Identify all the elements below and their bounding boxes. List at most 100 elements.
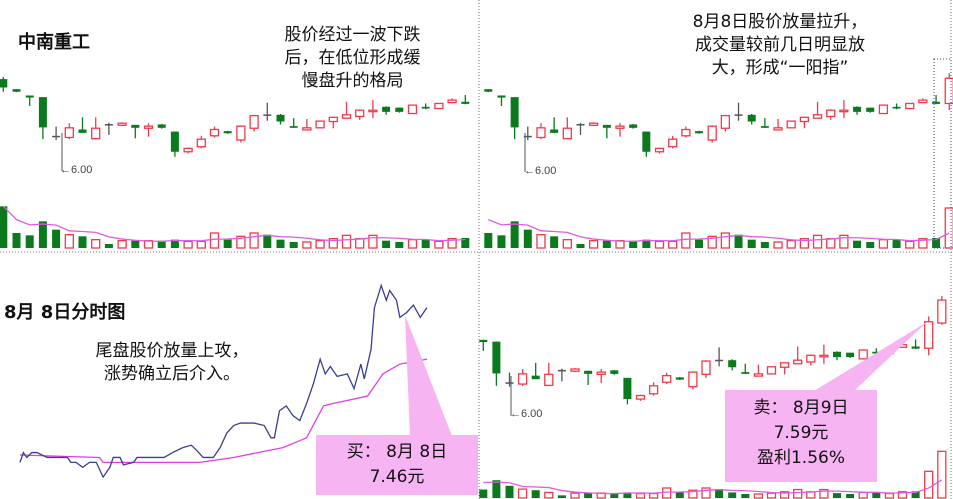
volume-bar-up xyxy=(517,488,528,499)
volume-bar-up xyxy=(570,492,580,499)
candle-body-up xyxy=(407,104,418,115)
volume-bar-up xyxy=(688,489,698,499)
candle-body-up xyxy=(447,99,457,104)
candle-body-down xyxy=(833,351,841,358)
volume-bar-down xyxy=(675,492,684,498)
volume-bar-up xyxy=(328,238,338,249)
volume-bar-down xyxy=(531,490,540,498)
top-right-candles xyxy=(484,73,953,249)
candle-body-up xyxy=(117,122,127,126)
annotation-line: 尾盘股价放量上攻， xyxy=(95,341,249,361)
candle-body-flat xyxy=(505,382,514,384)
candle-body-up xyxy=(878,104,889,115)
volume-bar-down xyxy=(523,229,532,248)
candle-body-down xyxy=(866,107,875,112)
volume-bar-up xyxy=(589,240,599,249)
volume-bar-down xyxy=(25,235,34,248)
volume-bar-up xyxy=(64,234,74,249)
candle-body-up xyxy=(812,114,823,119)
bottom-left-annotation: 尾盘股价放量上攻， 涨势确立后介入。 xyxy=(72,340,272,386)
candle-body-down xyxy=(131,124,140,128)
candle-body-up xyxy=(905,102,915,110)
volume-bar-up xyxy=(918,238,928,249)
low-price-value: 6.00 xyxy=(521,408,543,420)
candle-body-up xyxy=(236,125,246,141)
candle-body-down xyxy=(892,106,901,109)
candle-body-down xyxy=(872,351,881,354)
candle-body-down xyxy=(584,370,593,374)
volume-bar-up xyxy=(654,240,665,249)
candle-body-up xyxy=(315,120,325,129)
volume-bar-down xyxy=(78,236,87,248)
candle-body-down xyxy=(550,129,559,133)
candle-body-up xyxy=(570,368,580,372)
low-markers xyxy=(61,133,526,416)
volume-bar-up xyxy=(766,492,777,499)
candle-body-down xyxy=(78,129,87,133)
candle-body-down xyxy=(629,124,638,128)
candle-body-down xyxy=(853,106,862,112)
volume-bar-down xyxy=(853,240,862,248)
candle-body-flat xyxy=(104,124,113,126)
candle-body-up xyxy=(944,77,953,105)
candle-body-down xyxy=(461,101,470,104)
candle-body-down xyxy=(675,377,684,380)
candle-body-up xyxy=(209,128,220,137)
volume-bar-up xyxy=(937,450,947,499)
candle-body-up xyxy=(536,127,546,139)
candle-body-up xyxy=(635,394,646,400)
annotation-line: 大，形成“一阳指” xyxy=(711,58,849,78)
annotation-line: 8月8日股价放量拉升， xyxy=(692,12,868,32)
volume-bar-down xyxy=(760,242,769,248)
volume-bar-up xyxy=(858,491,868,499)
candle-body-up xyxy=(302,127,312,131)
volume-bar-down xyxy=(695,239,704,248)
annotation-line: 慢盘升的格局 xyxy=(301,71,404,91)
low-price-label: ←6.00 xyxy=(524,165,557,177)
volume-bar-down xyxy=(610,493,619,498)
candle-body-up xyxy=(773,127,783,131)
volume-bar-up xyxy=(368,234,378,249)
buy-callout-line: 买： 8月 8日 xyxy=(346,442,448,462)
low-price-value: 6.00 xyxy=(71,164,93,176)
volume-bar-up xyxy=(407,239,418,249)
volume-bar-down xyxy=(492,480,501,498)
volume-bar-up xyxy=(91,239,101,249)
candle-body-up xyxy=(648,385,659,395)
volume-bar-down xyxy=(12,233,21,248)
candle-body-down xyxy=(38,97,47,128)
candle-body-up xyxy=(196,138,206,148)
volume-bar-down xyxy=(104,244,113,248)
volume-bar-down xyxy=(734,234,743,248)
bottom-right-candles xyxy=(479,296,947,499)
volume-ma-line xyxy=(2,205,466,242)
annotation-line: 成交量较前几日明显放 xyxy=(695,35,865,55)
candle-body-up xyxy=(707,125,717,141)
sell-callout-line: 盈利1.56% xyxy=(756,448,845,468)
volume-bar-up xyxy=(924,470,934,499)
volume-bar-up xyxy=(355,238,365,249)
volume-bar-up xyxy=(196,240,206,249)
volume-bar-up xyxy=(183,240,193,249)
candle-body-up xyxy=(589,122,599,126)
sell-callout-pointer xyxy=(814,322,927,391)
volume-bar-down xyxy=(395,242,404,248)
candle-body-up xyxy=(786,120,796,129)
candle-body-down xyxy=(846,352,855,358)
candle-body-down xyxy=(395,107,404,112)
candle-body-down xyxy=(747,114,756,122)
volume-bar-down xyxy=(872,492,881,498)
candle-body-down xyxy=(932,101,941,104)
candle-body-down xyxy=(170,131,179,152)
candle-body-up xyxy=(753,373,764,377)
candle-body-up xyxy=(668,138,678,148)
volume-bar-down xyxy=(557,495,566,498)
candle-body-flat xyxy=(523,135,532,138)
volume-bar-up xyxy=(536,234,546,249)
candle-body-down xyxy=(760,126,769,128)
volume-bar-down xyxy=(623,492,632,498)
volume-bar-up xyxy=(635,492,646,499)
volume-bar-down xyxy=(497,235,506,248)
volume-bar-down xyxy=(728,492,737,498)
